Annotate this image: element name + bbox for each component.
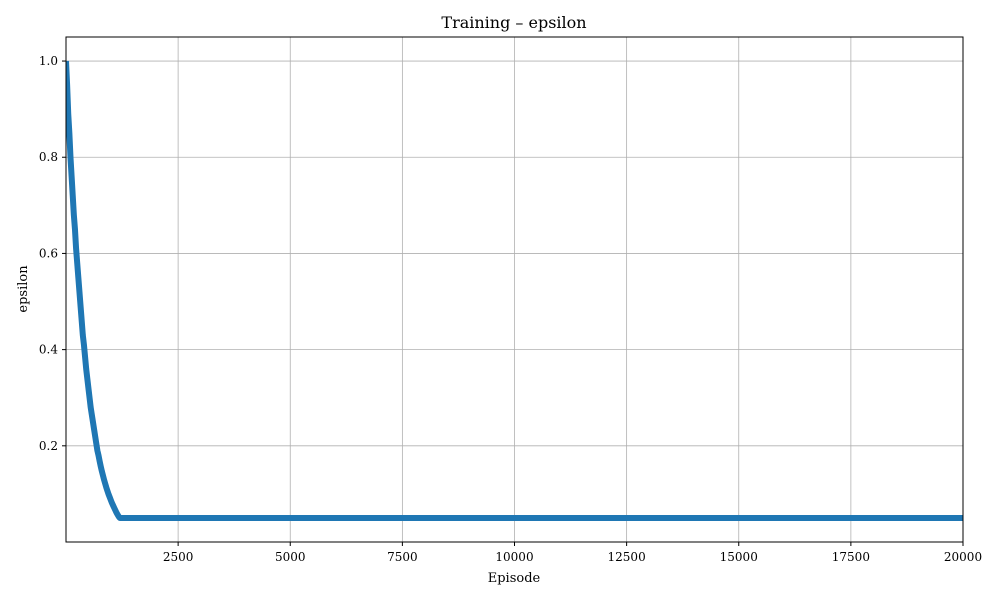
x-tick-label: 15000 (720, 550, 758, 564)
y-axis-label: epsilon (16, 265, 31, 313)
x-tick-label: 17500 (832, 550, 870, 564)
y-tick-label: 0.6 (39, 246, 58, 260)
y-tick-label: 0.4 (39, 343, 58, 357)
grid (66, 37, 964, 542)
x-tick-label: 10000 (495, 550, 533, 564)
x-tick-label: 20000 (944, 550, 982, 564)
ticks: 2500 5000 7500 10000 12500 15000 17500 20000 0.2… (39, 54, 982, 564)
x-tick-label: 7500 (387, 550, 418, 564)
x-tick-label: 12500 (608, 550, 646, 564)
chart-title: Training – epsilon (441, 13, 586, 32)
x-axis-label: Episode (488, 571, 541, 586)
y-tick-label: 0.2 (39, 439, 58, 453)
series-layer (66, 60, 963, 521)
x-tick-label: 2500 (163, 550, 194, 564)
y-tick-label: 1.0 (39, 54, 58, 68)
y-tick-label: 0.8 (39, 150, 58, 164)
series-line (66, 60, 963, 521)
x-tick-label: 5000 (275, 550, 306, 564)
